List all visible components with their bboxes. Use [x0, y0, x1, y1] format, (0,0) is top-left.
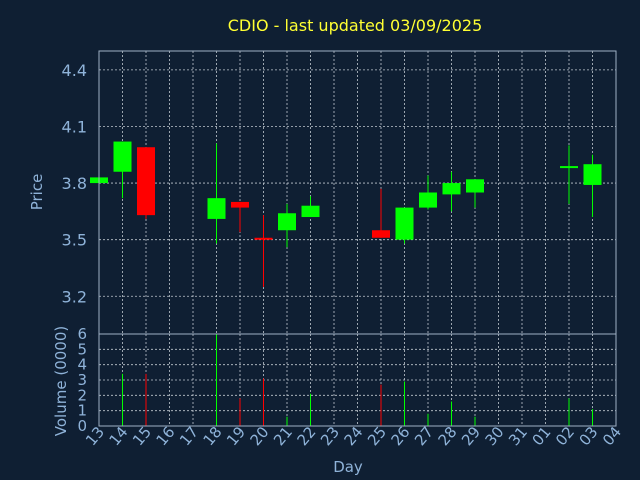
volume-y-tick-label: 5	[77, 340, 87, 358]
x-tick-label: 21	[270, 423, 296, 449]
x-tick-label: 03	[576, 423, 602, 449]
x-tick-label: 01	[529, 423, 555, 449]
x-tick-label: 30	[482, 423, 508, 449]
price-y-ticks: 3.2 3.5 3.8 4.1 4.4	[62, 61, 87, 306]
x-tick-label: 24	[341, 423, 367, 449]
x-tick-label: 23	[317, 423, 343, 449]
x-tick-label: 28	[435, 423, 461, 449]
candle-body	[207, 198, 226, 219]
volume-bars	[122, 334, 593, 426]
x-tick-label: 20	[247, 423, 273, 449]
price-axis-label: Price	[28, 174, 46, 211]
x-tick-label: 31	[505, 423, 531, 449]
volume-y-tick-label: 1	[77, 402, 87, 420]
candles	[90, 141, 602, 287]
price-y-tick-label: 3.2	[62, 287, 87, 306]
candle-body	[254, 237, 273, 240]
candle-body	[113, 141, 132, 172]
candle-body	[137, 147, 155, 216]
candle-body	[466, 179, 484, 193]
candle-body	[372, 230, 390, 238]
chart-title: CDIO - last updated 03/09/2025	[228, 16, 483, 35]
volume-y-tick-label: 0	[77, 417, 87, 435]
candle-body	[442, 183, 461, 195]
x-tick-label: 18	[200, 423, 226, 449]
x-tick-label: 14	[106, 423, 132, 449]
x-axis-label: Day	[333, 458, 363, 476]
volume-y-tick-label: 4	[77, 356, 87, 374]
price-y-tick-label: 4.1	[62, 117, 87, 136]
price-y-tick-label: 4.4	[62, 61, 87, 80]
x-tick-label: 22	[294, 423, 320, 449]
volume-y-tick-label: 6	[77, 325, 87, 343]
volume-panel-frame	[98, 333, 617, 427]
candle-body	[395, 207, 414, 240]
x-tick-label: 15	[129, 423, 155, 449]
x-tick-label: 29	[458, 423, 484, 449]
x-tick-label: 17	[176, 423, 202, 449]
x-tick-label: 27	[411, 423, 437, 449]
candle-body	[560, 166, 578, 169]
volume-y-tick-label: 2	[77, 386, 87, 404]
x-tick-label: 25	[364, 423, 390, 449]
x-tick-label: 19	[223, 423, 249, 449]
candle-body	[301, 205, 320, 218]
x-tick-label: 02	[552, 423, 578, 449]
price-y-tick-label: 3.5	[62, 231, 87, 250]
price-y-tick-label: 3.8	[62, 174, 87, 193]
x-tick-label: 26	[388, 423, 414, 449]
candle-body	[419, 192, 437, 208]
volume-grid	[98, 334, 617, 426]
candle-body	[583, 164, 602, 185]
price-grid	[98, 51, 617, 334]
candle-body	[278, 213, 296, 231]
x-tick-label: 16	[153, 423, 179, 449]
volume-y-tick-label: 3	[77, 371, 87, 389]
x-ticks: 1314151617181920212223242526272829303101…	[82, 423, 625, 449]
candle-body	[231, 201, 249, 208]
x-tick-label: 04	[599, 423, 625, 449]
volume-axis-label: Volume (0000)	[52, 326, 70, 436]
